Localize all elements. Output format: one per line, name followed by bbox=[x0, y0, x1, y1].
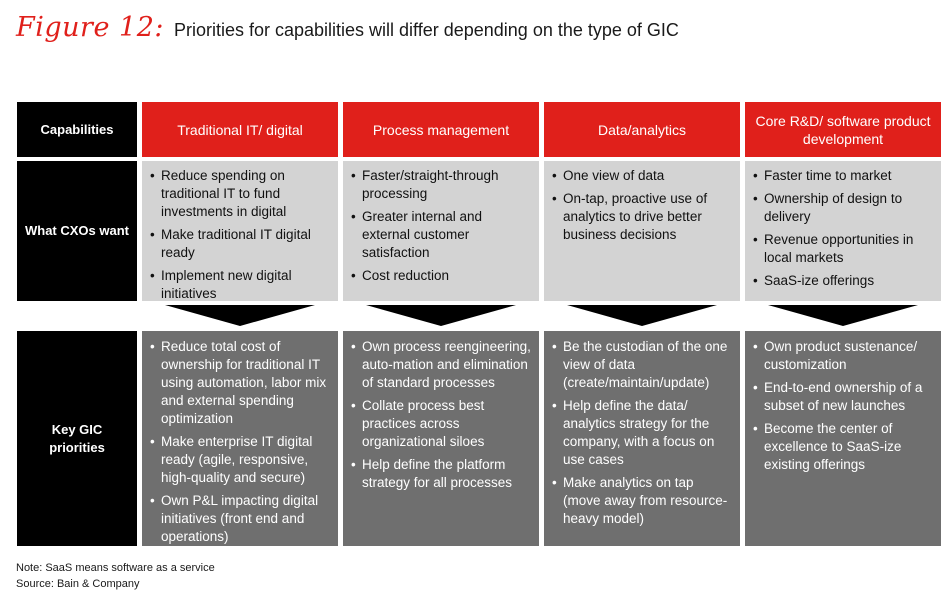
capabilities-label: Capabilities bbox=[17, 102, 137, 157]
cxo-wants-traditional-it: Reduce spending on traditional IT to fun… bbox=[142, 161, 338, 301]
list-item: Implement new digital initiatives bbox=[150, 267, 330, 303]
list-item: Cost reduction bbox=[351, 267, 531, 285]
list-item: Collate process best practices across or… bbox=[351, 397, 531, 451]
list-item: Reduce spending on traditional IT to fun… bbox=[150, 167, 330, 221]
column-header-core-rnd: Core R&D/ software product development bbox=[745, 102, 941, 157]
list-item: Revenue opportunities in local markets bbox=[753, 231, 933, 267]
down-arrow-icon bbox=[768, 305, 918, 326]
list-item: Make analytics on tap (move away from re… bbox=[552, 474, 732, 528]
list-item: Help define the data/ analytics strategy… bbox=[552, 397, 732, 469]
list-item: Help define the platform strategy for al… bbox=[351, 456, 531, 492]
footnote: Note: SaaS means software as a service bbox=[16, 562, 215, 574]
down-arrow-icon bbox=[567, 305, 717, 326]
source-note: Source: Bain & Company bbox=[16, 578, 140, 590]
list-item: Own process reengineering, auto-mation a… bbox=[351, 338, 531, 392]
list-item: Own product sustenance/ customization bbox=[753, 338, 933, 374]
cxo-wants-core-rnd: Faster time to market Ownership of desig… bbox=[745, 161, 941, 301]
list-item: Be the custodian of the one view of data… bbox=[552, 338, 732, 392]
figure-title-text: Priorities for capabilities will differ … bbox=[173, 20, 679, 40]
gic-priorities-data-analytics: Be the custodian of the one view of data… bbox=[544, 331, 740, 546]
key-gic-priorities-label: Key GIC priorities bbox=[17, 331, 137, 546]
what-cxos-want-label: What CXOs want bbox=[17, 161, 137, 301]
list-item: Become the center of excellence to SaaS-… bbox=[753, 420, 933, 474]
list-item: Faster time to market bbox=[753, 167, 933, 185]
column-header-process-management: Process management bbox=[343, 102, 539, 157]
list-item: On-tap, proactive use of analytics to dr… bbox=[552, 190, 732, 244]
list-item: Ownership of design to delivery bbox=[753, 190, 933, 226]
list-item: Make traditional IT digital ready bbox=[150, 226, 330, 262]
down-arrow-icon bbox=[366, 305, 516, 326]
list-item: Reduce total cost of ownership for tradi… bbox=[150, 338, 330, 428]
list-item: Make enterprise IT digital ready (agile,… bbox=[150, 433, 330, 487]
list-item: Greater internal and external customer s… bbox=[351, 208, 531, 262]
figure-label: Figure 12: bbox=[16, 12, 164, 43]
gic-priorities-core-rnd: Own product sustenance/ customization En… bbox=[745, 331, 941, 546]
figure-title: Figure 12: Priorities for capabilities w… bbox=[16, 12, 679, 48]
gic-priorities-process-management: Own process reengineering, auto-mation a… bbox=[343, 331, 539, 546]
column-header-traditional-it: Traditional IT/ digital bbox=[142, 102, 338, 157]
list-item: SaaS-ize offerings bbox=[753, 272, 933, 290]
list-item: One view of data bbox=[552, 167, 732, 185]
list-item: Faster/straight-through processing bbox=[351, 167, 531, 203]
gic-priorities-traditional-it: Reduce total cost of ownership for tradi… bbox=[142, 331, 338, 546]
list-item: Own P&L impacting digital initiatives (f… bbox=[150, 492, 330, 546]
down-arrow-icon bbox=[165, 305, 315, 326]
list-item: End-to-end ownership of a subset of new … bbox=[753, 379, 933, 415]
cxo-wants-process-management: Faster/straight-through processing Great… bbox=[343, 161, 539, 301]
cxo-wants-data-analytics: One view of data On-tap, proactive use o… bbox=[544, 161, 740, 301]
column-header-data-analytics: Data/analytics bbox=[544, 102, 740, 157]
